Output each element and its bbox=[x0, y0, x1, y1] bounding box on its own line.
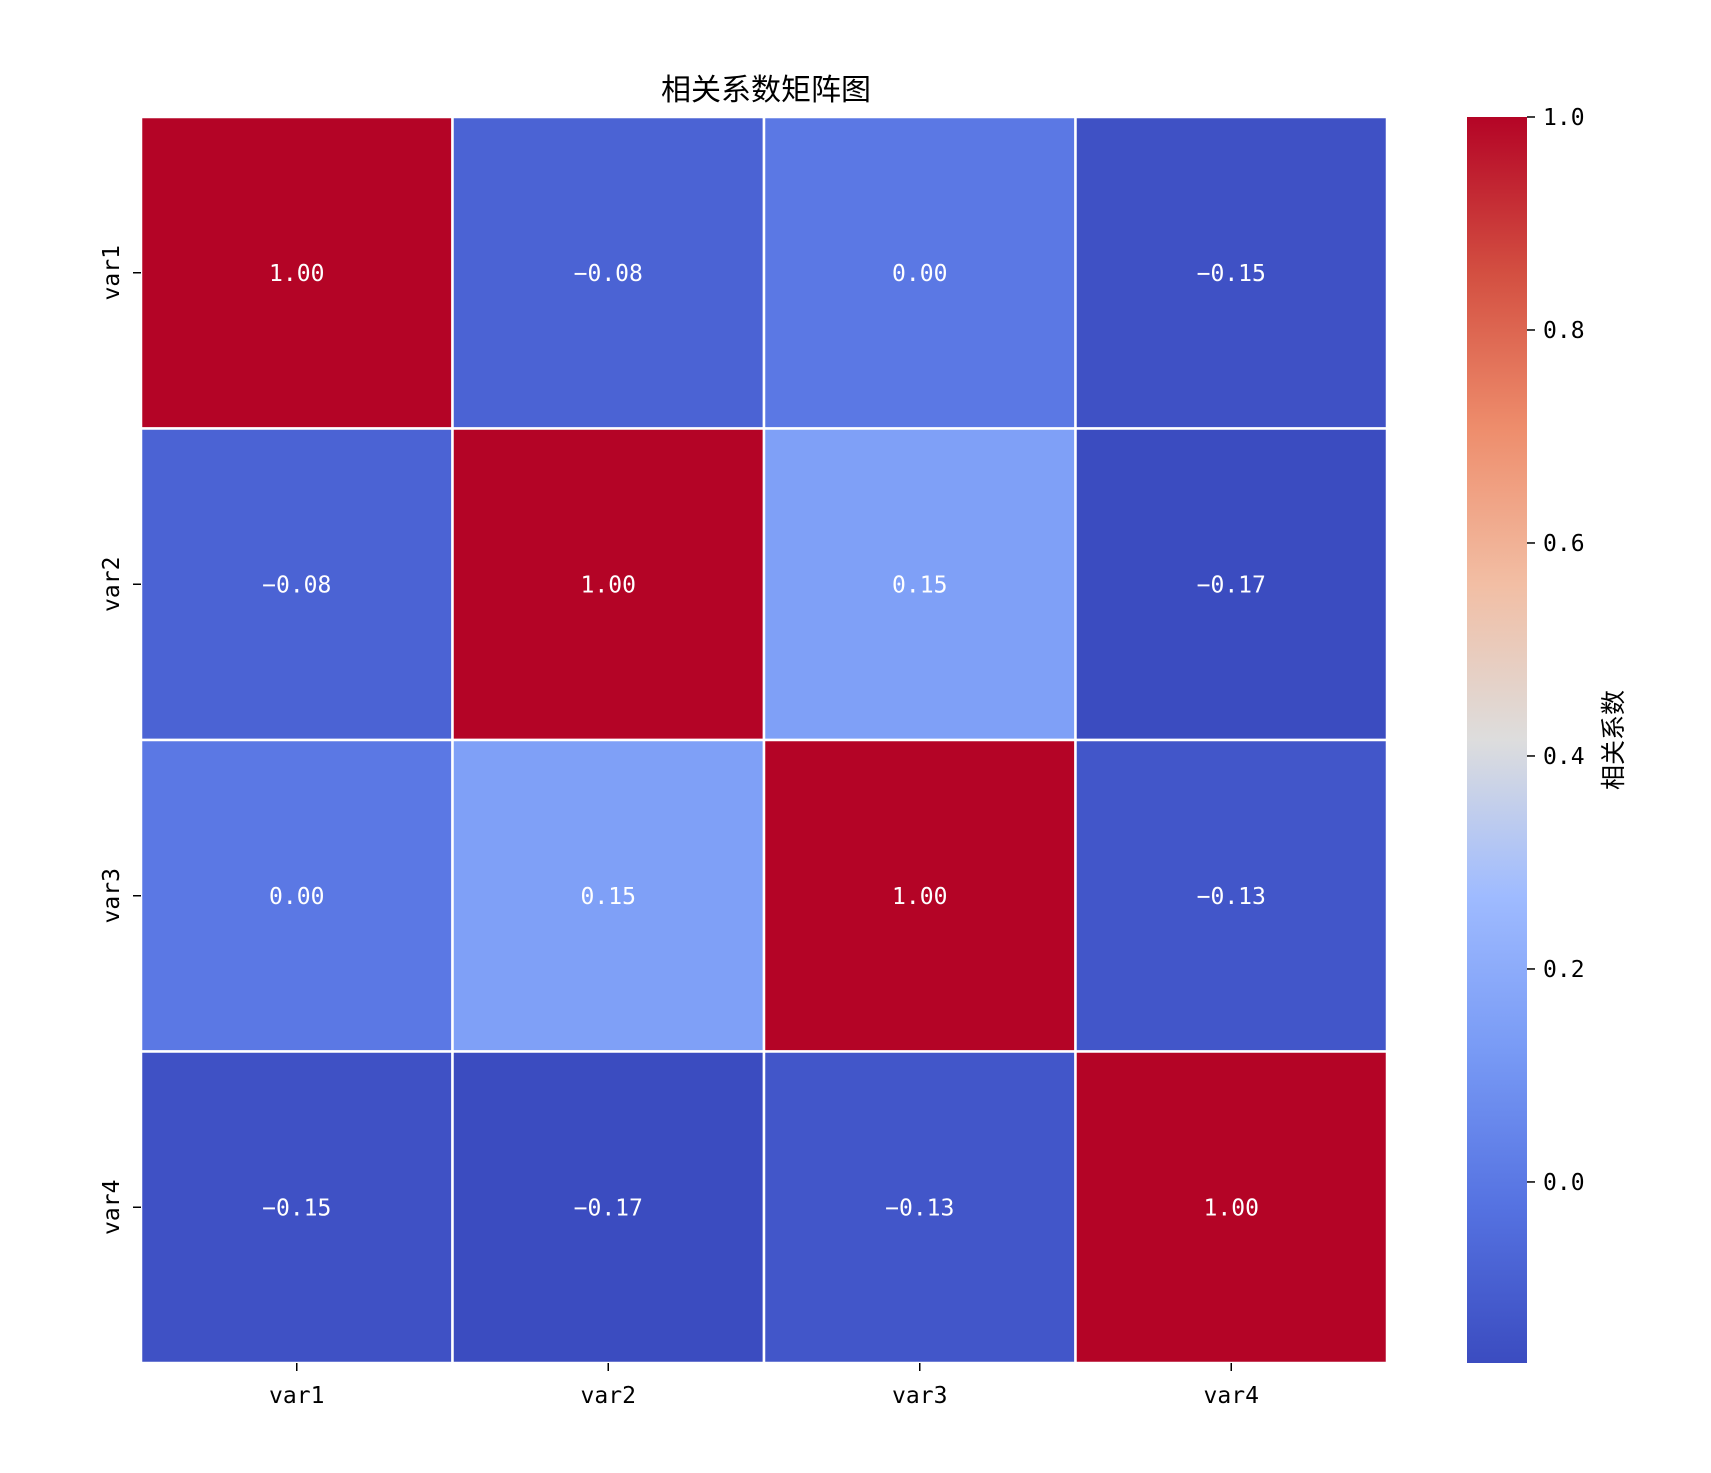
cell-value-label: 0.00 bbox=[269, 884, 324, 910]
heatmap-cell-var4-var2 bbox=[451, 1050, 766, 1365]
y-tick-label: var3 bbox=[99, 868, 125, 923]
heatmap-cell-var1-var2 bbox=[451, 115, 766, 430]
x-tick-label: var2 bbox=[581, 1383, 636, 1409]
cell-value-label: −0.13 bbox=[885, 1195, 954, 1221]
cell-value-label: 1.00 bbox=[269, 261, 324, 287]
colorbar-tick-label: 0.4 bbox=[1543, 744, 1585, 770]
cell-value-label: −0.13 bbox=[1197, 884, 1266, 910]
colorbar: 0.0 0.2 0.4 0.6 0.8 1.0 bbox=[1467, 105, 1585, 1363]
cell-value-label: −0.15 bbox=[1197, 261, 1266, 287]
colorbar-gradient bbox=[1467, 117, 1527, 1363]
chart-title: 相关系数矩阵图 bbox=[661, 73, 871, 108]
cell-value-label: −0.17 bbox=[1197, 572, 1266, 598]
colorbar-tick-label: 0.0 bbox=[1543, 1170, 1585, 1196]
colorbar-tick-label: 0.2 bbox=[1543, 957, 1585, 983]
y-axis-ticks: var1 var2 var3 var4 bbox=[99, 245, 141, 1235]
heatmap-cell-var2-var2 bbox=[451, 427, 766, 742]
heatmap-cells: 1.00 −0.08 0.00 −0.15 −0.08 1.00 0.15 −0.17 0.00… bbox=[139, 115, 1389, 1365]
heatmap-cell-var1-var3 bbox=[762, 115, 1077, 430]
colorbar-tick-label: 0.6 bbox=[1543, 531, 1585, 557]
y-tick-label: var4 bbox=[99, 1180, 125, 1235]
heatmap-cell-var1-var1 bbox=[139, 115, 454, 430]
cell-value-label: 0.00 bbox=[892, 261, 947, 287]
x-tick-label: var4 bbox=[1204, 1383, 1259, 1409]
cell-value-label: 1.00 bbox=[892, 884, 947, 910]
cell-value-label: 1.00 bbox=[1204, 1195, 1259, 1221]
heatmap-cell-var2-var1 bbox=[139, 427, 454, 742]
cell-value-label: −0.08 bbox=[574, 261, 643, 287]
cell-value-label: −0.17 bbox=[574, 1195, 643, 1221]
colorbar-tick-label: 1.0 bbox=[1543, 105, 1585, 131]
y-tick-label: var2 bbox=[99, 557, 125, 612]
colorbar-label: 相关系数 bbox=[1599, 690, 1628, 790]
colorbar-tick-label: 0.8 bbox=[1543, 318, 1585, 344]
heatmap-cell-var4-var1 bbox=[139, 1050, 454, 1365]
x-tick-label: var3 bbox=[892, 1383, 947, 1409]
cell-value-label: −0.08 bbox=[262, 572, 331, 598]
heatmap-cell-var3-var2 bbox=[451, 738, 766, 1053]
heatmap-cell-var2-var4 bbox=[1074, 427, 1389, 742]
x-axis-ticks: var1 var2 var3 var4 bbox=[269, 1363, 1259, 1409]
cell-value-label: 0.15 bbox=[892, 572, 947, 598]
cell-value-label: 1.00 bbox=[581, 572, 636, 598]
y-tick-label: var1 bbox=[99, 245, 125, 300]
x-tick-label: var1 bbox=[269, 1383, 324, 1409]
cell-value-label: −0.15 bbox=[262, 1195, 331, 1221]
heatmap-cell-var4-var4 bbox=[1074, 1050, 1389, 1365]
heatmap-cell-var3-var4 bbox=[1074, 738, 1389, 1053]
heatmap-cell-var1-var4 bbox=[1074, 115, 1389, 430]
cell-value-label: 0.15 bbox=[581, 884, 636, 910]
heatmap-cell-var4-var3 bbox=[762, 1050, 1077, 1365]
